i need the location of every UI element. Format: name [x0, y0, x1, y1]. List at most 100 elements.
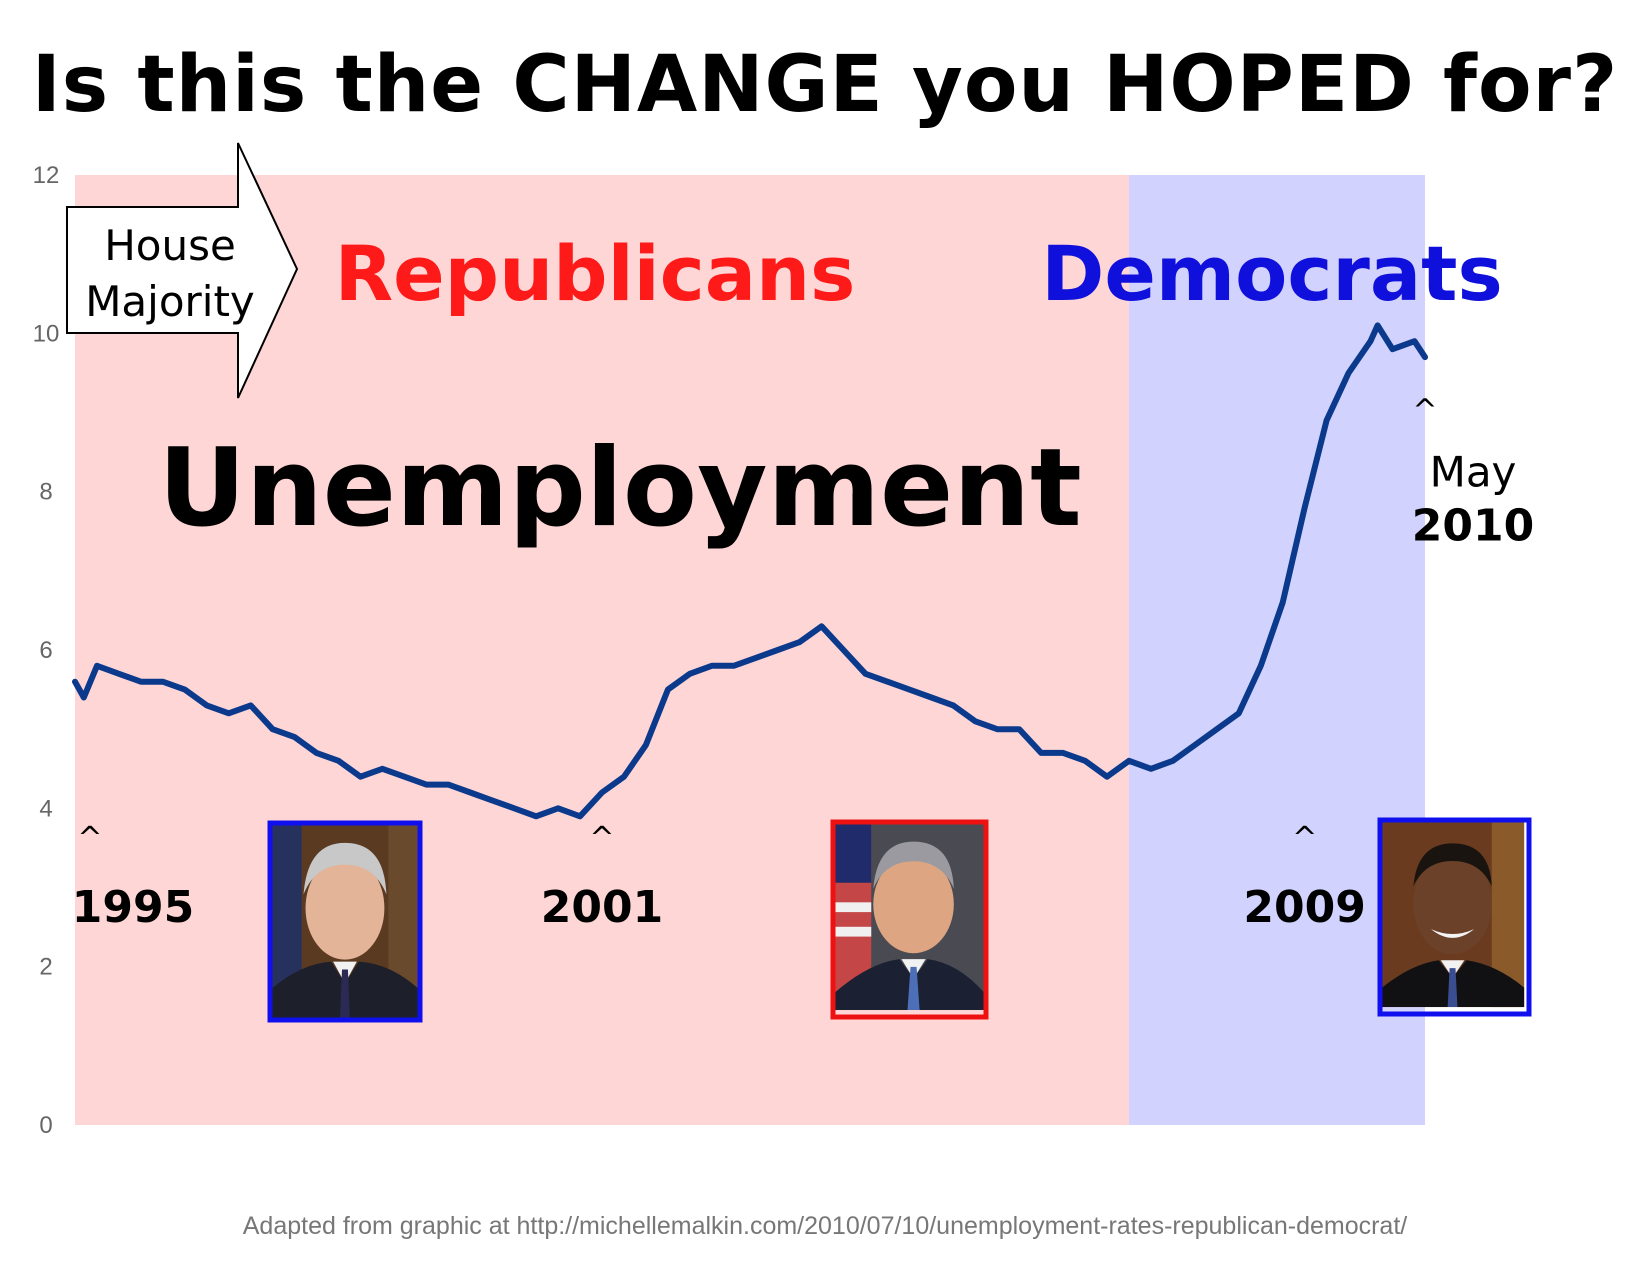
arrow-label: House Majority	[85, 221, 255, 326]
data-point	[116, 671, 122, 677]
data-point	[1126, 758, 1132, 764]
data-point	[401, 774, 407, 780]
data-point	[138, 679, 144, 685]
data-point	[1016, 726, 1022, 732]
data-point	[775, 647, 781, 653]
caret: ^	[1292, 821, 1317, 856]
data-point	[248, 702, 254, 708]
data-point	[1368, 338, 1374, 344]
data-point	[445, 782, 451, 788]
data-point	[1148, 766, 1154, 772]
data-point	[555, 805, 561, 811]
data-point	[511, 805, 517, 811]
data-point	[467, 790, 473, 795]
data-point	[1214, 726, 1220, 732]
data-point	[1236, 710, 1242, 716]
data-point	[621, 774, 627, 780]
caret: ^	[77, 821, 102, 856]
data-point	[1346, 370, 1352, 376]
data-point	[731, 663, 737, 669]
data-point	[819, 623, 825, 629]
y-tick-label: 8	[39, 479, 52, 506]
annotation-year: 1995	[72, 882, 194, 933]
data-point	[753, 655, 759, 661]
data-point	[336, 758, 342, 764]
data-point	[577, 813, 583, 819]
y-tick-label: 10	[33, 320, 60, 347]
data-point	[489, 797, 495, 803]
data-point	[292, 734, 298, 740]
data-point	[160, 679, 166, 685]
annotation-1995: ^ 1995	[72, 821, 194, 933]
data-point	[994, 726, 1000, 732]
data-point	[226, 710, 232, 716]
annotation-month: May	[1430, 448, 1517, 497]
data-point	[1390, 346, 1396, 352]
data-point	[357, 774, 363, 780]
data-point	[863, 671, 869, 677]
data-point	[643, 742, 649, 748]
annotation-year: 2010	[1412, 501, 1534, 552]
y-tick-label: 6	[39, 637, 52, 664]
data-point	[1302, 505, 1308, 510]
data-point	[928, 695, 934, 700]
data-point	[1258, 663, 1264, 669]
portrait-photo	[1382, 822, 1525, 1008]
portrait-obama	[1377, 817, 1532, 1017]
data-point	[1038, 750, 1044, 756]
data-point	[797, 639, 803, 645]
region-label-democrats: Democrats	[1041, 229, 1502, 318]
data-point	[533, 813, 539, 819]
data-point	[950, 702, 956, 708]
data-point	[72, 679, 78, 685]
data-point	[1060, 750, 1066, 756]
data-point	[94, 663, 100, 669]
data-point	[423, 782, 429, 788]
data-point	[1422, 354, 1428, 360]
y-tick-label: 12	[33, 162, 60, 189]
region-label-republicans: Republicans	[335, 229, 856, 318]
y-tick-label: 4	[39, 795, 52, 822]
data-point	[884, 679, 890, 685]
data-point	[81, 695, 87, 700]
data-point	[1375, 322, 1381, 328]
data-point	[599, 790, 605, 795]
data-point	[841, 647, 847, 653]
data-point	[379, 766, 385, 772]
portrait-photo	[272, 825, 418, 1019]
caret: ^	[1412, 394, 1437, 429]
caret: ^	[589, 821, 614, 856]
data-point	[1170, 758, 1176, 764]
data-point	[1192, 742, 1198, 748]
arrow-callout	[66, 142, 299, 399]
data-point	[204, 702, 210, 708]
chart-title: Unemployment	[158, 426, 1082, 551]
data-point	[1324, 417, 1330, 423]
data-point	[1280, 600, 1286, 605]
data-point	[709, 663, 715, 669]
annotation-year: 2009	[1243, 882, 1365, 933]
portrait-bush	[830, 819, 989, 1020]
data-point	[687, 671, 693, 677]
annotation-2009: ^ 2009	[1243, 821, 1365, 933]
source-note: Adapted from graphic at http://michellem…	[242, 1212, 1408, 1240]
portrait-frame	[267, 820, 423, 1023]
portrait-photo	[835, 824, 985, 1011]
data-point	[270, 726, 276, 732]
data-point	[314, 750, 320, 756]
headline: Is this the CHANGE you HOPED for?	[31, 40, 1619, 130]
annotation-2001: ^ 2001	[541, 821, 663, 933]
data-point	[1082, 758, 1088, 764]
portrait-frame	[1377, 817, 1532, 1017]
y-tick-label: 0	[39, 1112, 52, 1139]
annotation-year: 2001	[541, 882, 663, 933]
data-point	[1104, 774, 1110, 780]
portrait-clinton	[267, 820, 423, 1023]
data-point	[665, 687, 671, 693]
data-point	[1411, 338, 1417, 344]
y-tick-label: 2	[39, 954, 52, 981]
data-point	[906, 687, 912, 693]
